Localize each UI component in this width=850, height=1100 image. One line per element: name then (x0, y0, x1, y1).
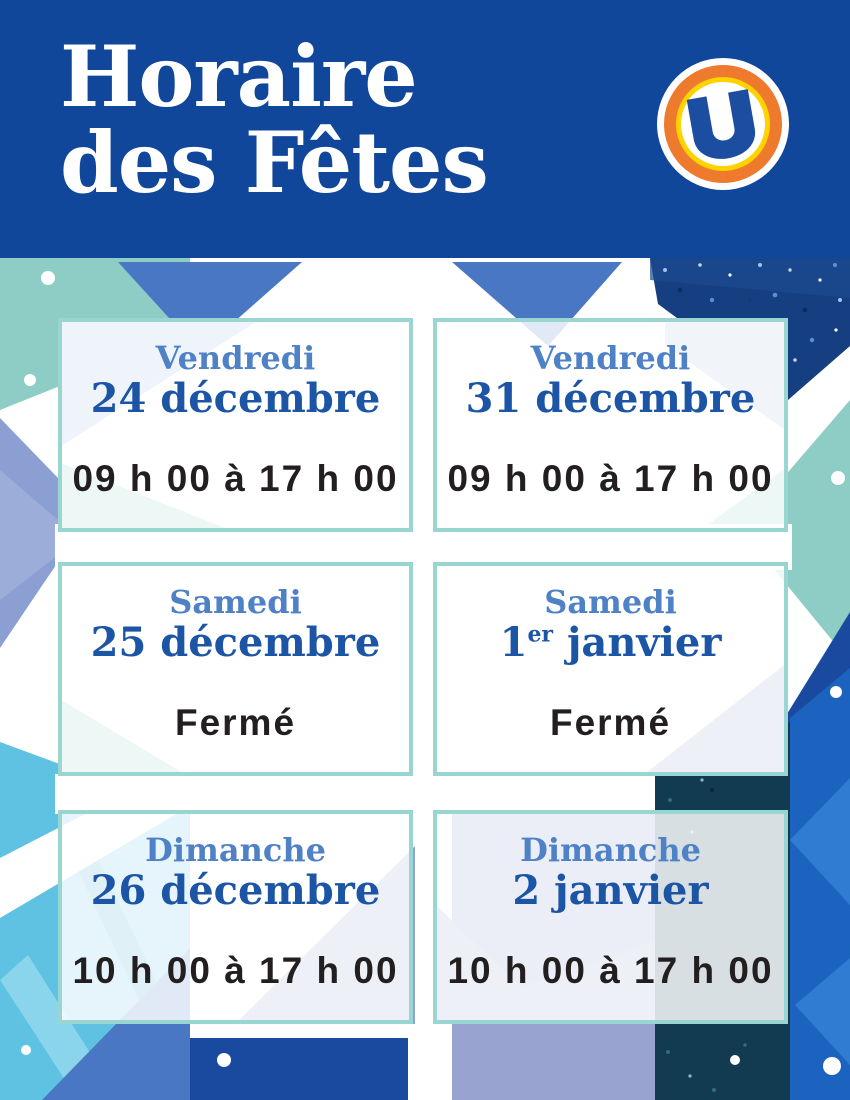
page-title: Horaire des Fêtes (60, 27, 489, 212)
card-hours-label: 09 h 00 à 17 h 00 (447, 458, 774, 499)
title-line-1: Horaire (60, 27, 418, 126)
u-brand-logo-icon (657, 58, 789, 190)
card-day-label: Vendredi (530, 339, 691, 377)
card-date-label: 1er janvier (499, 618, 722, 666)
schedule-card-dimanche-26: Dimanche 26 décembre 10 h 00 à 17 h 00 (58, 810, 413, 1024)
header-banner: Horaire des Fêtes (0, 0, 850, 258)
card-hours-label: 10 h 00 à 17 h 00 (447, 950, 774, 991)
schedule-card-vendredi-24: Vendredi 24 décembre 09 h 00 à 17 h 00 (58, 318, 413, 532)
card-hours-label: 10 h 00 à 17 h 00 (72, 950, 399, 991)
glitter-speckles (663, 262, 842, 362)
card-hours-label: Fermé (174, 702, 297, 743)
schedule-card-samedi-1er: Samedi 1er janvier Fermé (433, 562, 788, 776)
card-day-label: Dimanche (145, 831, 326, 869)
card-hours-label: Fermé (549, 702, 672, 743)
card-date-label: 31 décembre (465, 374, 756, 422)
title-line-2: des Fêtes (60, 112, 489, 212)
card-hours-label: 09 h 00 à 17 h 00 (72, 458, 399, 499)
card-day-label: Samedi (544, 583, 677, 621)
schedule-card-samedi-25: Samedi 25 décembre Fermé (58, 562, 413, 776)
card-date-label: 25 décembre (90, 618, 381, 666)
card-date-label: 26 décembre (90, 866, 381, 914)
card-day-label: Samedi (169, 583, 302, 621)
card-day-label: Vendredi (155, 339, 316, 377)
card-date-label: 2 janvier (512, 866, 709, 914)
schedule-card-vendredi-31: Vendredi 31 décembre 09 h 00 à 17 h 00 (433, 318, 788, 532)
card-date-label: 24 décembre (90, 374, 381, 422)
card-day-label: Dimanche (520, 831, 701, 869)
schedule-card-dimanche-2: Dimanche 2 janvier 10 h 00 à 17 h 00 (433, 810, 788, 1024)
